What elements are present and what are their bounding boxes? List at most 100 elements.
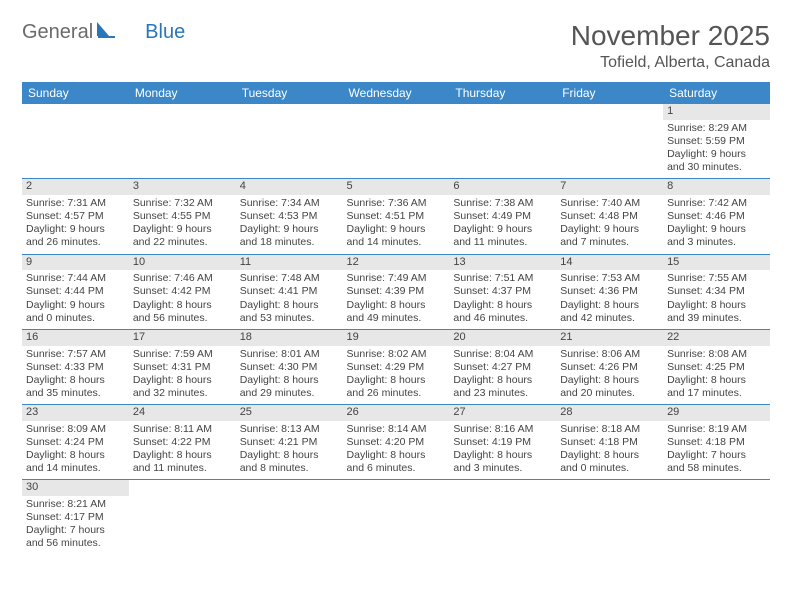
calendar-cell: 22Sunrise: 8:08 AMSunset: 4:25 PMDayligh… bbox=[663, 329, 770, 404]
day-detail-line: Sunrise: 8:19 AM bbox=[667, 423, 766, 436]
day-number: 4 bbox=[236, 179, 343, 195]
day-detail-line: and 14 minutes. bbox=[347, 236, 446, 249]
day-detail-line: and 8 minutes. bbox=[240, 462, 339, 475]
logo-text-blue: Blue bbox=[145, 21, 185, 44]
day-detail-line: and 11 minutes. bbox=[453, 236, 552, 249]
day-detail-line: and 0 minutes. bbox=[560, 462, 659, 475]
day-number: 30 bbox=[22, 480, 129, 496]
calendar-cell: 19 Sunrise: 8:02 AMSunset: 4:29 PMDayligh… bbox=[343, 329, 450, 404]
day-detail-line: Sunset: 4:27 PM bbox=[453, 361, 552, 374]
calendar-cell: 6Sunrise: 7:38 AMSunset: 4:49 PMDaylight… bbox=[449, 179, 556, 254]
day-number: 29 bbox=[663, 405, 770, 421]
day-detail-line: Sunset: 4:42 PM bbox=[133, 285, 232, 298]
calendar-cell: 20Sunrise: 8:04 AMSunset: 4:27 PMDayligh… bbox=[449, 329, 556, 404]
day-number: 3 bbox=[129, 179, 236, 195]
day-detail-line: Daylight: 8 hours bbox=[240, 299, 339, 312]
day-detail-line: Sunrise: 7:55 AM bbox=[667, 272, 766, 285]
day-details: Sunrise: 8:14 AMSunset: 4:20 PMDaylight:… bbox=[347, 423, 446, 476]
day-number: 2 bbox=[22, 179, 129, 195]
day-number: 25 bbox=[236, 405, 343, 421]
day-detail-line: Sunset: 4:49 PM bbox=[453, 210, 552, 223]
day-number: 16 bbox=[22, 330, 129, 346]
calendar-cell: 17Sunrise: 7:59 AMSunset: 4:31 PMDayligh… bbox=[129, 329, 236, 404]
day-detail-line: and 56 minutes. bbox=[26, 537, 125, 550]
day-details: Sunrise: 7:55 AMSunset: 4:34 PMDaylight:… bbox=[667, 272, 766, 325]
calendar-cell bbox=[22, 104, 129, 179]
day-detail-line: Sunset: 4:29 PM bbox=[347, 361, 446, 374]
calendar-row: 2Sunrise: 7:31 AMSunset: 4:57 PMDaylight… bbox=[22, 179, 770, 254]
dayname-saturday: Saturday bbox=[663, 82, 770, 104]
day-details: Sunrise: 8:16 AMSunset: 4:19 PMDaylight:… bbox=[453, 423, 552, 476]
day-details: Sunrise: 7:48 AMSunset: 4:41 PMDaylight:… bbox=[240, 272, 339, 325]
day-number: 19 bbox=[343, 330, 450, 346]
day-number: 1 bbox=[663, 104, 770, 120]
day-number: 10 bbox=[129, 255, 236, 271]
calendar-cell: 14Sunrise: 7:53 AMSunset: 4:36 PMDayligh… bbox=[556, 254, 663, 329]
header: GeneralBlue November 2025 Tofield, Alber… bbox=[22, 20, 770, 72]
day-detail-line: Daylight: 8 hours bbox=[26, 449, 125, 462]
calendar-cell: 1Sunrise: 8:29 AMSunset: 5:59 PMDaylight… bbox=[663, 104, 770, 179]
day-detail-line: Sunset: 4:26 PM bbox=[560, 361, 659, 374]
calendar-cell: 12Sunrise: 7:49 AMSunset: 4:39 PMDayligh… bbox=[343, 254, 450, 329]
day-detail-line: and 35 minutes. bbox=[26, 387, 125, 400]
day-detail-line: and 26 minutes. bbox=[26, 236, 125, 249]
day-detail-line: Sunset: 5:59 PM bbox=[667, 135, 766, 148]
day-detail-line: Daylight: 7 hours bbox=[667, 449, 766, 462]
day-detail-line: and 14 minutes. bbox=[26, 462, 125, 475]
calendar-cell bbox=[663, 480, 770, 555]
day-detail-line: and 17 minutes. bbox=[667, 387, 766, 400]
day-number: 27 bbox=[449, 405, 556, 421]
day-detail-line: Sunrise: 8:11 AM bbox=[133, 423, 232, 436]
day-details: Sunrise: 8:21 AMSunset: 4:17 PMDaylight:… bbox=[26, 498, 125, 551]
day-details: Sunrise: 8:04 AMSunset: 4:27 PMDaylight:… bbox=[453, 348, 552, 401]
calendar-cell bbox=[343, 480, 450, 555]
day-detail-line: and 20 minutes. bbox=[560, 387, 659, 400]
day-detail-line: and 42 minutes. bbox=[560, 312, 659, 325]
day-details: Sunrise: 7:44 AMSunset: 4:44 PMDaylight:… bbox=[26, 272, 125, 325]
day-detail-line: Sunrise: 8:21 AM bbox=[26, 498, 125, 511]
day-details: Sunrise: 7:38 AMSunset: 4:49 PMDaylight:… bbox=[453, 197, 552, 250]
day-number: 23 bbox=[22, 405, 129, 421]
day-detail-line: Sunrise: 7:32 AM bbox=[133, 197, 232, 210]
day-details: Sunrise: 8:19 AMSunset: 4:18 PMDaylight:… bbox=[667, 423, 766, 476]
day-detail-line: Sunrise: 7:40 AM bbox=[560, 197, 659, 210]
day-detail-line: Sunrise: 7:48 AM bbox=[240, 272, 339, 285]
day-detail-line: and 58 minutes. bbox=[667, 462, 766, 475]
day-details: Sunrise: 8:01 AMSunset: 4:30 PMDaylight:… bbox=[240, 348, 339, 401]
day-details: Sunrise: 8:09 AMSunset: 4:24 PMDaylight:… bbox=[26, 423, 125, 476]
day-detail-line: Daylight: 8 hours bbox=[453, 299, 552, 312]
sail-icon bbox=[95, 20, 117, 44]
day-detail-line: Sunset: 4:36 PM bbox=[560, 285, 659, 298]
dayname-tuesday: Tuesday bbox=[236, 82, 343, 104]
calendar-cell bbox=[343, 104, 450, 179]
day-detail-line: and 29 minutes. bbox=[240, 387, 339, 400]
day-number: 15 bbox=[663, 255, 770, 271]
day-number: 22 bbox=[663, 330, 770, 346]
day-detail-line: Sunset: 4:25 PM bbox=[667, 361, 766, 374]
calendar-cell: 18Sunrise: 8:01 AMSunset: 4:30 PMDayligh… bbox=[236, 329, 343, 404]
day-detail-line: Daylight: 9 hours bbox=[453, 223, 552, 236]
calendar-cell: 11Sunrise: 7:48 AMSunset: 4:41 PMDayligh… bbox=[236, 254, 343, 329]
day-number: 21 bbox=[556, 330, 663, 346]
day-detail-line: and 46 minutes. bbox=[453, 312, 552, 325]
day-detail-line: Sunrise: 7:42 AM bbox=[667, 197, 766, 210]
day-detail-line: Daylight: 8 hours bbox=[560, 449, 659, 462]
dayname-sunday: Sunday bbox=[22, 82, 129, 104]
day-detail-line: Sunrise: 7:34 AM bbox=[240, 197, 339, 210]
day-detail-line: Sunrise: 7:46 AM bbox=[133, 272, 232, 285]
day-detail-line: and 32 minutes. bbox=[133, 387, 232, 400]
calendar-cell bbox=[449, 104, 556, 179]
day-details: Sunrise: 7:34 AMSunset: 4:53 PMDaylight:… bbox=[240, 197, 339, 250]
day-detail-line: Daylight: 8 hours bbox=[453, 449, 552, 462]
day-details: Sunrise: 7:40 AMSunset: 4:48 PMDaylight:… bbox=[560, 197, 659, 250]
calendar-row: 9Sunrise: 7:44 AMSunset: 4:44 PMDaylight… bbox=[22, 254, 770, 329]
calendar-row: 23 Sunrise: 8:09 AMSunset: 4:24 PMDayligh… bbox=[22, 405, 770, 480]
day-detail-line: Daylight: 8 hours bbox=[347, 449, 446, 462]
day-detail-line: and 56 minutes. bbox=[133, 312, 232, 325]
day-details: Sunrise: 8:13 AMSunset: 4:21 PMDaylight:… bbox=[240, 423, 339, 476]
day-detail-line: Sunrise: 8:08 AM bbox=[667, 348, 766, 361]
day-details: Sunrise: 8:02 AMSunset: 4:29 PMDaylight:… bbox=[347, 348, 446, 401]
calendar-cell bbox=[449, 480, 556, 555]
logo: GeneralBlue bbox=[22, 20, 185, 44]
day-number: 24 bbox=[129, 405, 236, 421]
